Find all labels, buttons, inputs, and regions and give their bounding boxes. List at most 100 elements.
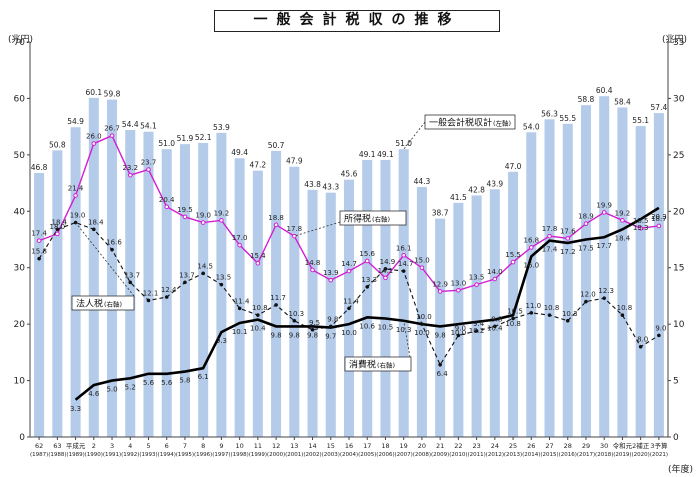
point-income-tax	[73, 193, 78, 198]
data-label-corporate-tax: 12.1	[143, 289, 159, 297]
bar-total-tax	[307, 189, 318, 437]
point-income-tax	[55, 231, 60, 237]
data-label-consumption-tax: 9.7	[325, 333, 336, 341]
data-label-corporate-tax: 12.3	[598, 287, 614, 295]
x-tick-label-era: 10	[235, 442, 243, 450]
point-corporate-tax	[401, 269, 406, 273]
bar-total-tax	[271, 150, 282, 437]
x-tick-label-era: 24	[491, 442, 499, 450]
data-label-total-tax: 52.1	[195, 133, 212, 142]
bar-total-tax	[416, 187, 427, 437]
data-label-income-tax: 14.1	[378, 267, 394, 275]
x-tick-label-era: 27	[545, 442, 553, 450]
data-label-total-tax: 43.3	[322, 183, 339, 192]
x-tick-label-era: 21	[436, 442, 444, 450]
point-corporate-tax	[638, 344, 643, 349]
x-tick-label-year: (2003)	[322, 452, 340, 458]
data-label-total-tax: 53.9	[213, 123, 230, 132]
legend-corporate-tax-box	[71, 295, 135, 311]
x-tick-label-era: 23	[472, 442, 480, 450]
data-label-consumption-tax: 9.8	[271, 331, 282, 339]
data-label-total-tax: 47.0	[505, 162, 522, 171]
legend-income-tax-label: 所得税	[344, 213, 371, 225]
x-tick-label-year: (1996)	[194, 452, 212, 458]
data-label-income-tax: 18.0	[50, 223, 66, 231]
data-label-corporate-tax: 11.7	[270, 294, 286, 302]
x-tick-label-year: (1995)	[176, 452, 194, 458]
x-tick-label-year: (2015)	[540, 452, 558, 458]
data-label-corporate-tax: 13.7	[179, 271, 195, 279]
x-tick-label-era: 26	[527, 442, 535, 450]
data-label-income-tax: 19.5	[177, 206, 193, 214]
x-tick-label-era: 63	[53, 442, 61, 450]
data-label-corporate-tax: 10.8	[544, 304, 560, 312]
data-label-total-tax: 54.0	[523, 122, 540, 131]
point-income-tax	[346, 268, 352, 274]
legend-consumption-tax-box	[344, 356, 412, 372]
point-income-tax	[401, 253, 406, 258]
point-income-tax	[109, 133, 115, 138]
data-label-income-tax: 18.5	[633, 217, 649, 225]
x-tick-label-era: 13	[290, 442, 298, 450]
point-income-tax	[547, 233, 552, 239]
point-corporate-tax	[274, 303, 278, 307]
data-label-consumption-tax: 17.4	[542, 246, 558, 254]
point-income-tax	[583, 221, 589, 226]
chart-title: 一般会計税収の推移	[214, 10, 500, 32]
data-label-total-tax: 51.0	[395, 139, 412, 148]
data-label-income-tax: 15.4	[250, 252, 266, 260]
point-income-tax	[364, 258, 370, 264]
point-income-tax	[146, 167, 151, 172]
point-income-tax	[237, 242, 242, 248]
point-corporate-tax	[256, 313, 260, 317]
point-income-tax	[492, 276, 498, 282]
point-corporate-tax	[55, 227, 60, 232]
y-left-tick-label: 70	[14, 38, 26, 48]
data-label-total-tax: 57.4	[651, 103, 668, 112]
data-label-corporate-tax: 19.0	[70, 212, 86, 220]
data-label-total-tax: 42.8	[468, 185, 485, 194]
data-label-income-tax: 23.7	[141, 159, 157, 167]
x-tick-label-era: 平成元	[66, 441, 86, 450]
data-label-total-tax: 55.5	[559, 114, 576, 123]
x-tick-label-era: 28	[564, 442, 572, 450]
point-income-tax	[91, 141, 97, 146]
data-label-total-tax: 54.9	[67, 117, 84, 126]
x-tick-label-era: 9	[219, 442, 223, 450]
y-right-tick-label: 35	[673, 38, 684, 48]
point-income-tax	[528, 245, 534, 250]
data-label-total-tax: 51.9	[177, 134, 194, 143]
point-corporate-tax	[347, 306, 351, 311]
x-tick-label-year: (1991)	[103, 452, 121, 458]
point-corporate-tax	[474, 329, 479, 333]
data-label-total-tax: 60.1	[85, 88, 102, 97]
data-label-consumption-tax: 10.4	[487, 325, 503, 333]
point-corporate-tax	[292, 318, 297, 323]
data-label-corporate-tax: 14.5	[197, 262, 213, 270]
x-tick-label-era: 令和元	[613, 441, 633, 450]
x-tick-label-year: (1987)	[30, 452, 48, 458]
point-income-tax	[419, 265, 425, 271]
point-corporate-tax	[383, 266, 388, 271]
y-left-tick-label: 40	[14, 207, 26, 217]
point-corporate-tax	[565, 318, 570, 323]
data-label-corporate-tax: 12.0	[580, 291, 596, 299]
data-label-total-tax: 46.8	[31, 163, 48, 172]
x-tick-label-era: 12	[272, 442, 280, 450]
x-tick-label-year: (2007)	[395, 452, 413, 458]
legend-total-tax-leader	[403, 121, 426, 150]
y-right-tick-label: 20	[673, 207, 685, 217]
x-tick-label-year: (2021)	[650, 452, 668, 458]
x-tick-label-year: (2006)	[376, 452, 394, 458]
data-label-corporate-tax: 9.5	[309, 319, 320, 327]
data-label-consumption-tax: 17.2	[560, 248, 576, 256]
bar-total-tax	[325, 192, 336, 437]
x-tick-label-era: 2	[92, 442, 96, 450]
data-label-income-tax: 20.4	[159, 196, 175, 204]
data-label-income-tax: 23.2	[122, 164, 138, 172]
data-label-total-tax: 45.6	[341, 170, 358, 179]
data-label-total-tax: 44.3	[414, 177, 431, 186]
point-corporate-tax	[237, 306, 242, 311]
data-label-corporate-tax: 10.0	[416, 313, 432, 321]
